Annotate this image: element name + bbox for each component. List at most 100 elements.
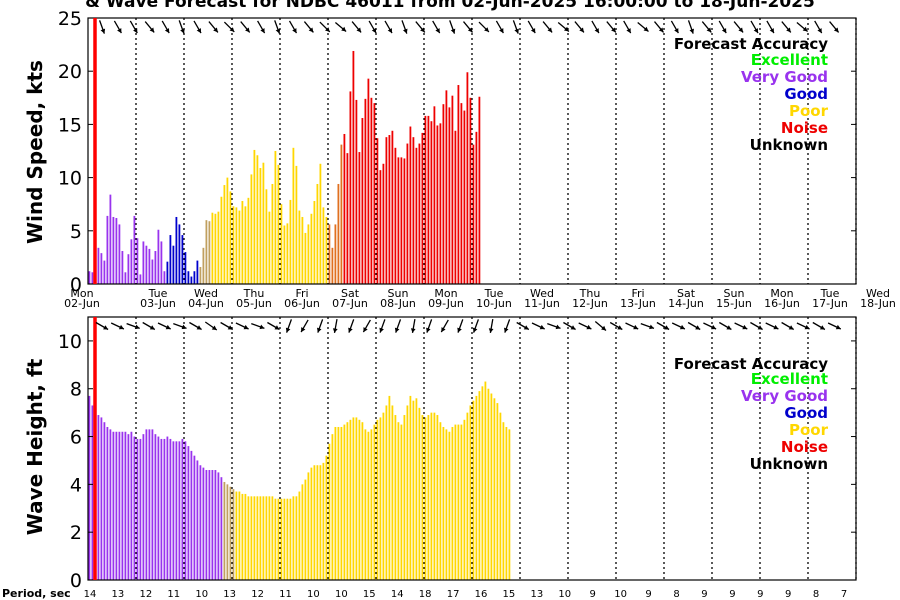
wind-y-tick-label: 25: [58, 8, 82, 30]
wave-bar: [253, 496, 256, 580]
wave-direction-arrow-icon: [204, 321, 218, 331]
wind-bar: [337, 183, 340, 284]
wave-bar: [349, 419, 352, 580]
wave-bar: [394, 415, 397, 580]
wind-y-ticks: 0 5 10 15 20 25: [58, 8, 856, 296]
wave-day-gridlines: [93, 317, 857, 580]
wave-bar: [166, 436, 169, 580]
wind-y-axis-label: Wind Speed, kts: [23, 60, 47, 244]
wind-bar: [100, 253, 103, 284]
wave-bar: [418, 407, 421, 580]
wave-bar: [265, 496, 268, 580]
period-value: 11: [279, 589, 292, 600]
wave-direction-arrow-icon: [394, 319, 402, 333]
wave-bar: [157, 436, 160, 580]
wave-bar: [172, 441, 175, 580]
wind-bar: [253, 149, 256, 284]
wave-bar: [262, 496, 265, 580]
wind-direction-arrow-icon: [478, 21, 490, 33]
wind-direction-arrow-icon: [637, 22, 649, 32]
wind-bar: [259, 168, 262, 284]
wave-bar: [421, 415, 424, 580]
wave-bar: [274, 498, 277, 580]
wave-bar: [493, 398, 496, 580]
wave-bar: [304, 479, 307, 580]
day-label-dow: Mon: [70, 287, 93, 300]
wind-bar: [469, 97, 472, 284]
wave-direction-arrow-icon: [812, 321, 826, 331]
day-label-dow: Mon: [770, 287, 793, 300]
wind-bar: [241, 201, 244, 284]
wind-bar: [298, 210, 301, 284]
wind-y-tick-label: 5: [70, 221, 82, 243]
wind-bar: [166, 261, 169, 284]
wind-bar: [361, 118, 364, 285]
wind-bar: [205, 220, 208, 284]
wave-bar: [145, 429, 148, 580]
wind-bar: [430, 121, 433, 285]
wave-bar: [391, 405, 394, 580]
wave-bar: [286, 498, 289, 580]
day-label-date: 12-Jun: [572, 297, 608, 310]
wind-bar: [121, 251, 124, 284]
wind-direction-arrow-icon: [574, 21, 585, 33]
wave-bar: [97, 415, 100, 580]
period-value: 10: [614, 589, 627, 600]
wave-direction-arrow-icon: [251, 322, 265, 330]
wave-bar: [484, 381, 487, 580]
wind-bar: [211, 212, 214, 284]
chart-title: & Wave Forecast for NDBC 46011 from 02-J…: [85, 0, 815, 12]
wind-bar: [235, 207, 238, 284]
wave-bar: [301, 484, 304, 580]
wind-bar: [346, 153, 349, 284]
wind-direction-arrow-icon: [701, 21, 712, 33]
wave-direction-arrow-icon: [750, 321, 763, 331]
wind-bar: [103, 260, 106, 284]
wind-bar: [160, 241, 163, 284]
wind-bar: [199, 266, 202, 284]
wave-bar: [439, 422, 442, 580]
wave-bar: [130, 431, 133, 580]
wind-direction-arrow-icon: [161, 20, 170, 34]
wind-bar: [370, 97, 373, 284]
wave-direction-arrow-icon: [504, 319, 511, 333]
wind-bar: [184, 252, 187, 284]
wave-direction-arrow-icon: [765, 322, 779, 330]
wave-bar: [118, 431, 121, 580]
wind-bar: [403, 158, 406, 284]
day-label-date: 15-Jun: [716, 297, 752, 310]
wind-bar: [364, 98, 367, 284]
day-label-date: 10-Jun: [476, 297, 512, 310]
wave-bar: [220, 477, 223, 580]
wind-direction-arrow-icon: [733, 21, 744, 33]
wind-bar: [283, 225, 286, 284]
wind-direction-arrow-icon: [223, 21, 235, 33]
wind-bar: [238, 210, 241, 284]
wave-bar: [241, 493, 244, 580]
wave-legend-title: Forecast Accuracy: [674, 355, 828, 373]
wave-y-ticks: 0 2 4 6 8 10: [58, 331, 856, 592]
wind-bar: [244, 206, 247, 284]
wind-direction-arrow-icon: [814, 20, 823, 34]
wave-bar: [199, 465, 202, 580]
wave-direction-arrow-icon: [267, 321, 280, 331]
wave-bar: [289, 498, 292, 580]
wave-direction-arrow-icon: [332, 318, 338, 334]
wave-direction-arrow-icon: [594, 321, 607, 331]
wind-bar: [292, 147, 295, 284]
wave-bar: [139, 438, 142, 580]
wave-bar: [340, 426, 343, 580]
wind-direction-arrow-icon: [368, 20, 377, 34]
period-value: 12: [140, 589, 153, 600]
wind-bar: [412, 137, 415, 284]
wave-bar: [217, 472, 220, 580]
wave-bar: [310, 467, 313, 580]
wave-direction-arrow-icon: [734, 322, 748, 330]
wave-direction-arrow-icon: [410, 318, 416, 334]
wave-bar: [424, 417, 427, 580]
wave-bar: [169, 438, 172, 580]
period-value: 10: [558, 589, 571, 600]
wind-direction-arrow-icon: [129, 20, 138, 34]
wave-bar: [430, 412, 433, 580]
